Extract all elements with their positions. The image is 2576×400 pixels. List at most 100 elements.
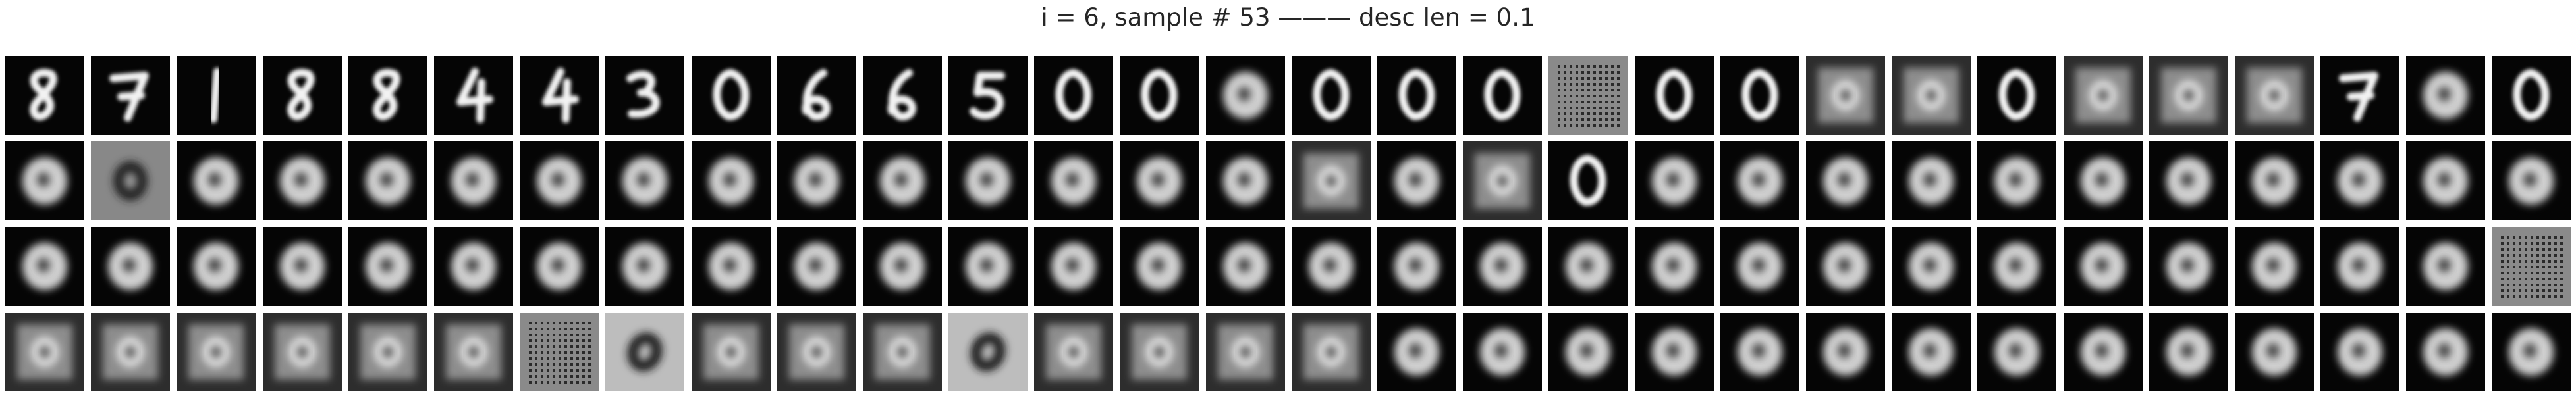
sample-tile [777,56,856,135]
sample-tile [91,312,171,391]
sample-image [1141,69,1178,120]
sample-tile [948,312,1028,391]
sample-tile [1805,56,1885,135]
sample-image [109,72,150,122]
sample-tile [777,312,856,391]
sample-tile [1805,312,1885,391]
sample-tile [262,141,342,220]
sample-image [2080,328,2125,376]
sample-image [2423,157,2469,205]
sample-image [520,312,599,391]
sample-tile [1634,227,1714,306]
sample-tile [948,56,1028,135]
sample-image [1291,141,1371,220]
sample-tile [948,227,1028,306]
sample-image [433,312,513,391]
sample-image [22,243,67,290]
sample-image [1308,243,1354,290]
sample-tile [1034,312,1114,391]
sample-image [1909,328,1954,376]
sample-image [1805,56,1885,135]
sample-image [1822,243,1868,290]
sample-image [1909,243,1954,290]
sample-tile [1120,227,1199,306]
sample-image [1651,243,1697,290]
sample-tile [1463,141,1543,220]
sample-tile [2149,312,2228,391]
sample-tile [348,141,427,220]
sample-tile [1205,227,1285,306]
sample-image [108,243,153,290]
sample-image [966,243,1011,290]
sample-image [1737,243,1782,290]
sample-image [1909,157,1954,205]
sample-tile [862,141,942,220]
sample-tile [433,56,513,135]
sample-image [2063,56,2143,135]
sample-image [451,157,496,205]
sample-image [802,69,831,121]
sample-image [970,72,1006,120]
sample-image [30,68,57,121]
sample-image [879,243,925,290]
sample-tile [1977,227,2057,306]
sample-tile [1892,141,1971,220]
sample-tile [1291,227,1371,306]
sample-tile [1720,227,1799,306]
sample-tile [1034,56,1114,135]
sample-tile [262,312,342,391]
sample-image [1822,157,1868,205]
sample-image [542,68,580,123]
sample-image [537,243,582,290]
sample-image [5,312,84,391]
figure-title: i = 6, sample # 53 ——— desc len = 0.1 [1041,3,1535,32]
sample-tile [1377,141,1456,220]
sample-image [1051,157,1097,205]
sample-tile [5,312,84,391]
sample-image [537,157,582,205]
sample-image [1394,328,1439,376]
sample-tile [862,227,942,306]
sample-image [348,312,427,391]
sample-image [1998,69,2035,120]
sample-image [2080,243,2125,290]
sample-tile [777,141,856,220]
sample-tile [777,227,856,306]
sample-tile [1205,312,1285,391]
sample-tile [1548,227,1628,306]
sample-image [194,157,239,205]
sample-image [2492,227,2571,306]
sample-image [194,243,239,290]
sample-tile [177,56,256,135]
sample-tile [1291,312,1371,391]
sample-tile [1463,56,1543,135]
sample-tile [1892,56,1971,135]
sample-image [2166,328,2211,376]
sample-image-grid [5,56,2571,391]
sample-image [279,243,325,290]
sample-tile [177,141,256,220]
sample-tile [2234,227,2314,306]
sample-image [777,312,856,391]
sample-image [1566,328,1611,376]
sample-image [1737,328,1782,376]
sample-tile [2406,227,2486,306]
sample-tile [2063,56,2143,135]
sample-image [1566,243,1611,290]
sample-image [2423,328,2469,376]
sample-tile [262,56,342,135]
sample-tile [262,227,342,306]
sample-tile [348,227,427,306]
sample-tile [691,56,771,135]
sample-image [365,157,410,205]
sample-tile [2234,312,2314,391]
sample-tile [2406,312,2486,391]
sample-image [372,68,400,121]
sample-image [2251,243,2297,290]
sample-tile [1977,312,2057,391]
sample-image [1480,243,1525,290]
sample-tile [1377,227,1456,306]
sample-image [209,68,222,123]
sample-image [177,312,256,391]
sample-image [712,69,749,120]
